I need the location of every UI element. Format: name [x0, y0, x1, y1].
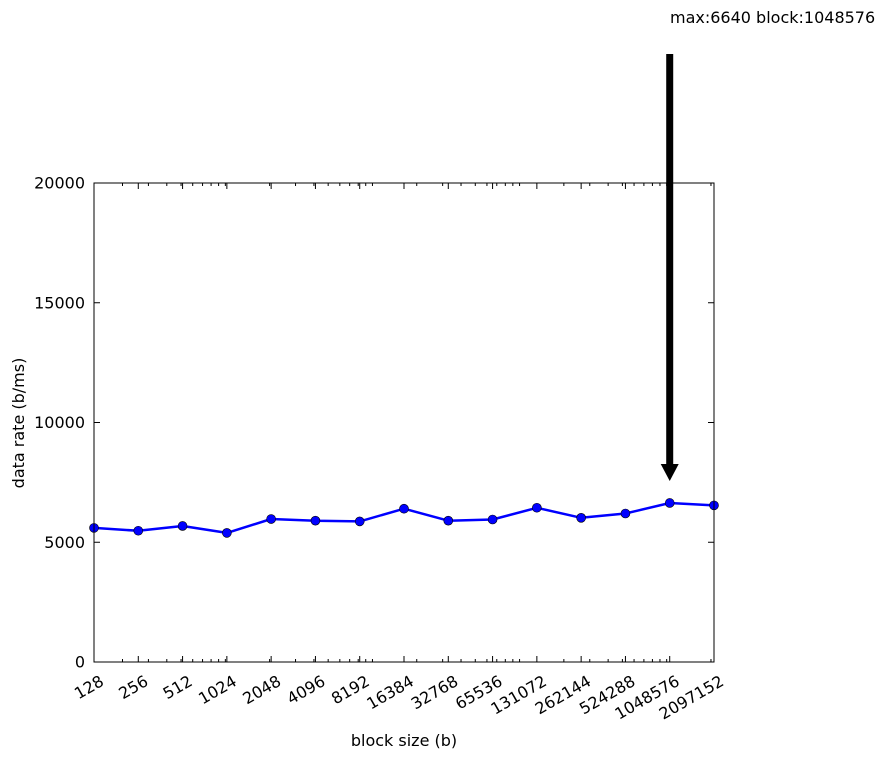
plot-frame [93, 182, 715, 663]
data-point [133, 525, 144, 536]
data-point [399, 503, 409, 514]
data-point [532, 502, 542, 513]
annotation-arrow-head [660, 463, 679, 481]
data-point [354, 516, 365, 527]
y-tick-label: 15000 [34, 293, 85, 312]
data-point [266, 514, 276, 524]
y-tick-labels: 0 5000 10000 15000 20000 [34, 174, 85, 672]
data-point [487, 514, 498, 525]
y-axis-label: data rate (b/ms) [9, 358, 28, 489]
annotation-layer [660, 54, 679, 481]
annotation-label: max:6640 block:1048576 [670, 8, 875, 27]
data-point [310, 515, 321, 526]
y-tick-label: 20000 [34, 174, 85, 193]
data-point [576, 513, 586, 523]
y-tick-label: 5000 [44, 533, 85, 552]
x-axis-label: block size (b) [351, 731, 457, 750]
series-layer [89, 498, 719, 538]
data-point [222, 528, 232, 538]
data-point [177, 521, 188, 531]
y-tick-label: 0 [75, 653, 85, 672]
y-tick-label: 10000 [34, 413, 85, 432]
data-point [620, 508, 631, 519]
data-point [443, 515, 454, 526]
data-point [664, 498, 675, 508]
